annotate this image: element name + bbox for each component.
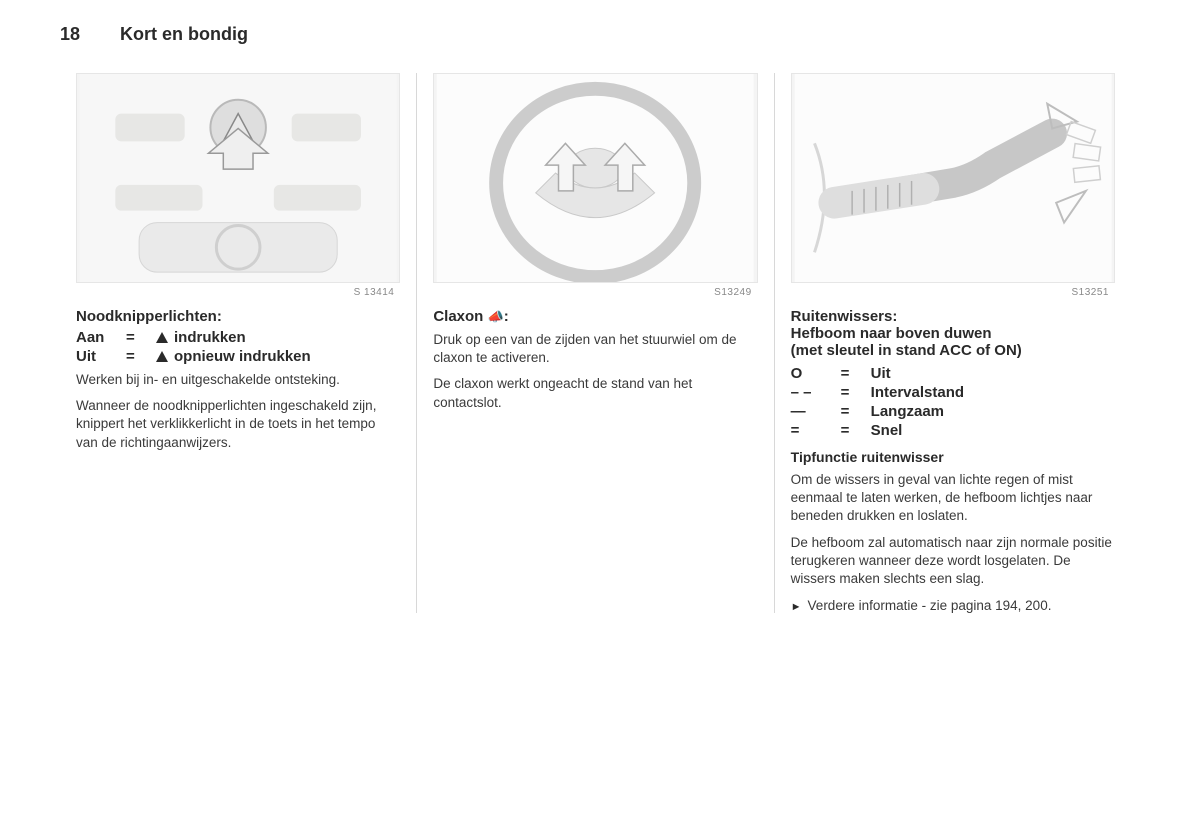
row-on: Aan = indrukken [76, 329, 400, 346]
row-slow: — = Langzaam [791, 403, 1115, 420]
row-label: – – [791, 384, 841, 401]
row-eq: = [841, 365, 871, 382]
page-number: 18 [60, 24, 80, 45]
heading-wipers-l3: (met sleutel in stand ACC of ON) [791, 342, 1115, 359]
row-value: indrukken [174, 329, 246, 346]
column-hazard-lights: S 13414 Noodknipperlichten: Aan = indruk… [60, 73, 416, 613]
triangle-icon [156, 332, 168, 343]
row-eq: = [841, 384, 871, 401]
row-value: Snel [871, 422, 1115, 439]
heading-suffix: : [504, 308, 509, 325]
figure-hazard-button [76, 73, 400, 283]
row-value: Uit [871, 365, 1115, 382]
reference-line: Verdere informatie - zie pagina 194, 200… [791, 598, 1115, 613]
hazard-p2: Wanneer de noodknipperlichten ingeschake… [76, 397, 400, 452]
heading-horn: Claxon 📣: [433, 308, 757, 325]
row-off: Uit = opnieuw indrukken [76, 348, 400, 365]
column-horn: S13249 Claxon 📣: Druk op een van de zijd… [416, 73, 773, 613]
wipers-p2: De hefboom zal automatisch naar zijn nor… [791, 534, 1115, 589]
row-eq: = [841, 422, 871, 439]
hazard-p1: Werken bij in- en uitgeschakelde ontstek… [76, 371, 400, 389]
row-value: opnieuw indrukken [174, 348, 311, 365]
heading-text: Claxon [433, 308, 483, 325]
figure-id: S 13414 [76, 287, 400, 298]
row-fast: = = Snel [791, 422, 1115, 439]
row-label: O [791, 365, 841, 382]
row-label: — [791, 403, 841, 420]
heading-hazard: Noodknipperlichten: [76, 308, 400, 325]
section-title: Kort en bondig [120, 24, 248, 45]
figure-wiper-lever [791, 73, 1115, 283]
row-eq: = [841, 403, 871, 420]
row-value: Langzaam [871, 403, 1115, 420]
wipers-p1: Om de wissers in geval van lichte regen … [791, 471, 1115, 526]
heading-wipers-l2: Hefboom naar boven duwen [791, 325, 1115, 342]
row-value: Intervalstand [871, 384, 1115, 401]
row-label: = [791, 422, 841, 439]
horn-p2: De claxon werkt ongeacht de stand van he… [433, 375, 757, 411]
row-eq: = [126, 348, 156, 365]
figure-steering-wheel [433, 73, 757, 283]
row-eq: = [126, 329, 156, 346]
figure-id: S13249 [433, 287, 757, 298]
horn-icon: 📣 [488, 309, 504, 324]
figure-id: S13251 [791, 287, 1115, 298]
heading-wipers-l1: Ruitenwissers: [791, 308, 1115, 325]
horn-p1: Druk op een van de zijden van het stuurw… [433, 331, 757, 367]
page-header: 18 Kort en bondig [60, 24, 1131, 45]
triangle-icon [156, 351, 168, 362]
row-label: Aan [76, 329, 126, 346]
column-wipers: S13251 Ruitenwissers: Hefboom naar boven… [774, 73, 1131, 613]
row-interval: – – = Intervalstand [791, 384, 1115, 401]
sub-heading-tip: Tipfunctie ruitenwisser [791, 449, 1115, 465]
row-label: Uit [76, 348, 126, 365]
row-off: O = Uit [791, 365, 1115, 382]
content-columns: S 13414 Noodknipperlichten: Aan = indruk… [60, 73, 1131, 613]
